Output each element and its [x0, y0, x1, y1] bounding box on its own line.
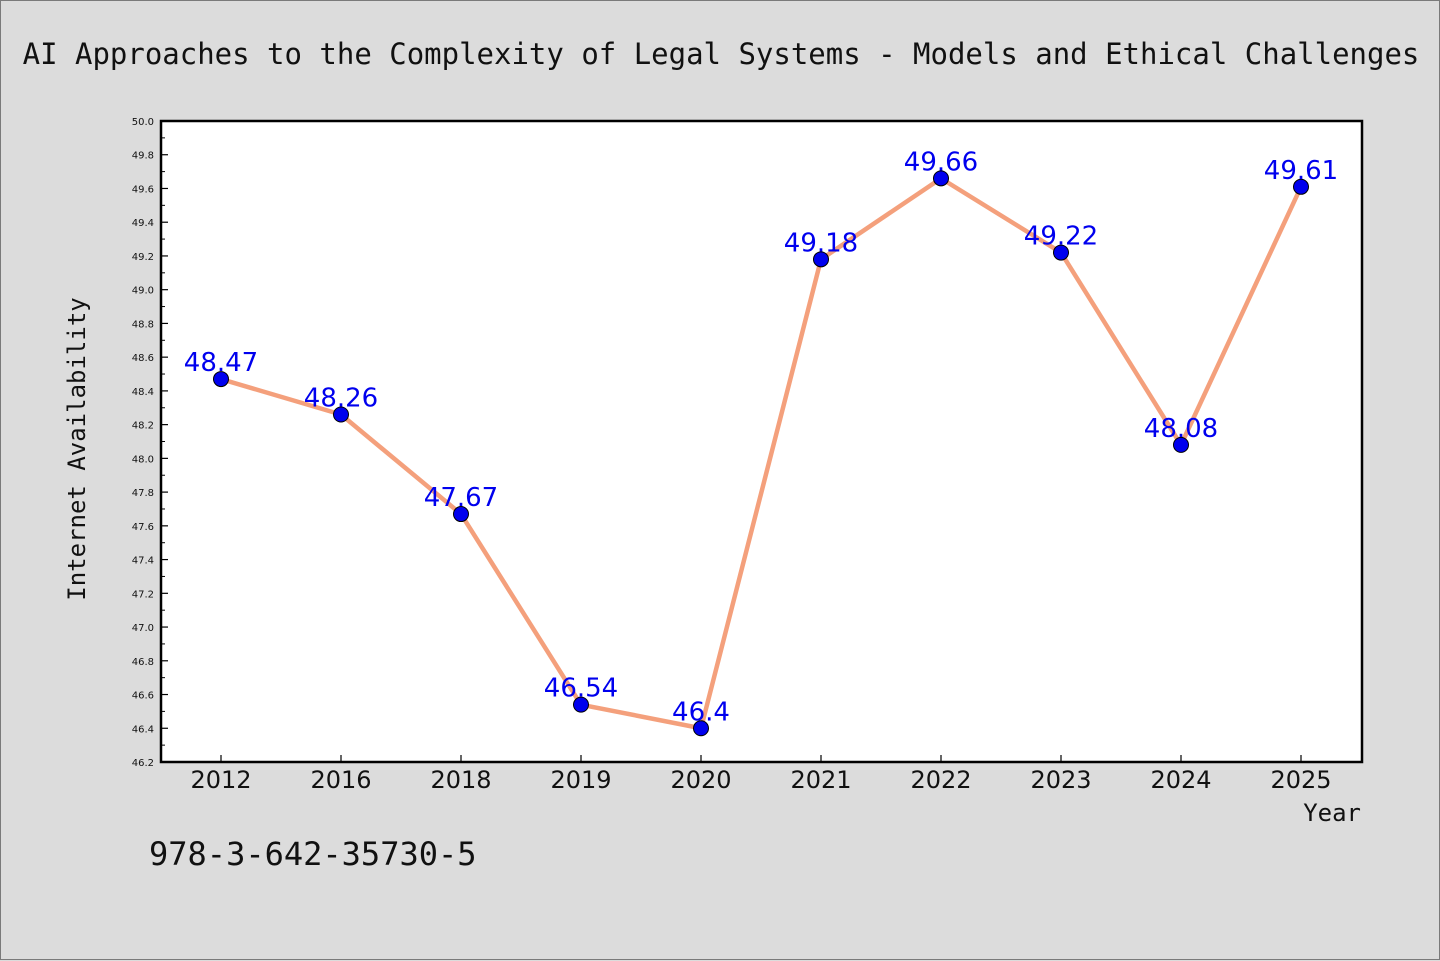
x-axis-label: Year	[1303, 799, 1361, 827]
data-point	[1053, 244, 1069, 261]
data-label: 49.66	[904, 147, 978, 177]
y-tick-label: 47.4	[132, 556, 154, 567]
data-label: 47.67	[424, 483, 498, 513]
plot-area	[159, 119, 1364, 764]
y-tick-label: 47.6	[132, 522, 154, 533]
y-tick-label: 48.8	[132, 319, 154, 330]
data-point	[453, 506, 469, 523]
y-tick-label: 49.8	[132, 151, 154, 162]
y-tick-label: 49.4	[132, 218, 154, 229]
y-tick-label: 48.4	[132, 387, 154, 398]
y-tick-label: 48.2	[132, 421, 154, 432]
y-tick-label: 47.8	[132, 488, 154, 499]
data-point	[693, 720, 709, 737]
data-label: 46.54	[544, 674, 618, 704]
x-tick-label: 2021	[790, 766, 851, 794]
data-label: 48.26	[304, 384, 378, 414]
data-label: 49.22	[1024, 222, 1098, 252]
data-point	[333, 406, 349, 423]
x-tick-label: 2020	[670, 766, 731, 794]
y-tick-label: 49.6	[132, 184, 154, 195]
data-label: 49.18	[784, 228, 858, 258]
x-tick-label: 2019	[550, 766, 611, 794]
data-label: 46.4	[672, 697, 730, 727]
data-labels: 48.47 48.26 47.67 46.54 46.4 49.18 49.66 49.22 4…	[184, 147, 1338, 727]
y-axis: 46.2 46.4 46.6 46.8 47.0 47.2 47.4 47.6 47.8 48.0…	[132, 117, 168, 769]
data-point	[1173, 436, 1189, 453]
y-tick-label: 47.0	[132, 623, 154, 634]
y-tick-label: 46.6	[132, 691, 154, 702]
y-tick-label: 49.2	[132, 252, 154, 263]
data-point	[213, 371, 229, 388]
data-label: 49.61	[1264, 156, 1338, 186]
series-line	[220, 176, 1304, 731]
isbn-annotation: 978-3-642-35730-5	[149, 835, 477, 873]
x-tick-label: 2022	[910, 766, 971, 794]
x-tick-label: 2024	[1150, 766, 1211, 794]
chart-title: AI Approaches to the Complexity of Legal…	[23, 37, 1420, 71]
data-label: 48.08	[1144, 414, 1218, 444]
x-axis: 2012 2016 2018 2019 2020 2021 2022 2023 2024 2025	[190, 755, 1332, 794]
y-tick-label: 48.0	[132, 454, 154, 465]
x-tick-label: 2016	[310, 766, 371, 794]
y-tick-label: 50.0	[132, 117, 154, 128]
y-tick-label: 49.0	[132, 286, 154, 297]
data-point	[573, 696, 589, 713]
y-tick-label: 48.6	[132, 353, 154, 364]
data-point	[813, 251, 829, 268]
x-tick-label: 2023	[1030, 766, 1091, 794]
y-tick-label: 46.4	[132, 724, 154, 735]
data-point	[933, 170, 949, 187]
y-axis-label: Internet Availability	[63, 297, 91, 600]
y-tick-label: 46.8	[132, 657, 154, 668]
series-markers	[213, 170, 1309, 737]
y-tick-label: 47.2	[132, 589, 154, 600]
y-tick-label: 46.2	[132, 758, 154, 769]
x-tick-label: 2018	[430, 766, 491, 794]
x-tick-label: 2012	[190, 766, 251, 794]
x-tick-label: 2025	[1270, 766, 1331, 794]
data-point	[1293, 178, 1309, 195]
data-label: 48.47	[184, 348, 258, 378]
